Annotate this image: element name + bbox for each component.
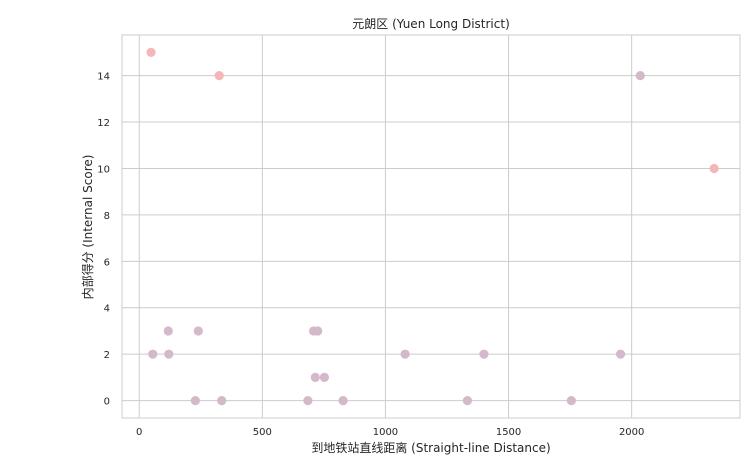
y-tick-label: 10 bbox=[97, 164, 110, 175]
y-tick-label: 6 bbox=[104, 257, 110, 268]
data-point bbox=[193, 326, 203, 336]
data-point bbox=[190, 395, 200, 406]
data-point bbox=[338, 395, 348, 406]
x-tick-label: 500 bbox=[253, 427, 272, 438]
x-tick-label: 0 bbox=[136, 427, 142, 438]
y-tick-label: 12 bbox=[97, 118, 110, 129]
y-tick-label: 8 bbox=[104, 211, 110, 222]
data-point bbox=[164, 349, 174, 359]
data-points bbox=[146, 47, 719, 406]
data-point bbox=[214, 71, 224, 81]
y-axis-ticks: 0 2 4 6 8 10 12 14 bbox=[97, 72, 110, 408]
data-point bbox=[217, 395, 227, 406]
data-point bbox=[566, 395, 576, 406]
y-tick-label: 4 bbox=[104, 304, 110, 315]
data-point bbox=[148, 349, 158, 359]
x-tick-label: 1000 bbox=[373, 427, 398, 438]
y-tick-label: 2 bbox=[104, 350, 110, 361]
grid bbox=[122, 35, 740, 418]
data-point bbox=[709, 163, 719, 174]
chart-title: 元朗区 (Yuen Long District) bbox=[352, 17, 510, 31]
data-point bbox=[319, 372, 329, 382]
x-axis-label: 到地铁站直线距离 (Straight-line Distance) bbox=[311, 440, 550, 455]
x-axis-ticks: 0 500 1000 1500 2000 bbox=[136, 427, 644, 438]
data-point bbox=[462, 395, 473, 406]
plot-frame bbox=[121, 34, 741, 419]
data-point bbox=[400, 349, 410, 359]
y-tick-label: 0 bbox=[104, 397, 110, 408]
data-point bbox=[146, 47, 156, 58]
data-point bbox=[163, 326, 173, 336]
data-point bbox=[313, 326, 323, 336]
x-tick-label: 2000 bbox=[619, 427, 644, 438]
data-point bbox=[303, 395, 313, 406]
data-point bbox=[479, 349, 489, 359]
x-tick-label: 1500 bbox=[496, 427, 521, 438]
data-point bbox=[615, 349, 626, 359]
y-tick-label: 14 bbox=[97, 72, 110, 83]
data-point bbox=[310, 372, 320, 382]
y-axis-label: 内部得分 (Internal Score) bbox=[80, 155, 95, 300]
data-point bbox=[635, 71, 645, 81]
